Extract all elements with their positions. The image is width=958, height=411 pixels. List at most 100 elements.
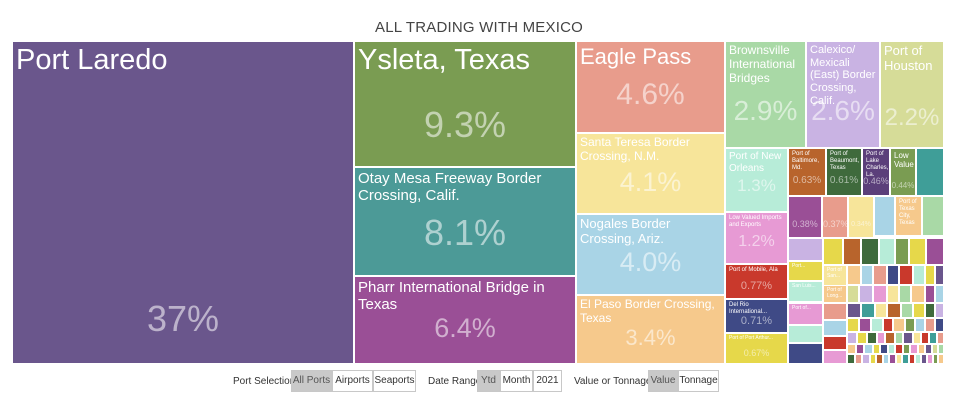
treemap-small-tile[interactable]	[874, 196, 895, 236]
treemap-small-tile[interactable]	[862, 354, 870, 364]
treemap-small-tile[interactable]	[922, 196, 944, 236]
tonnage-button[interactable]: Tonnage	[678, 370, 719, 392]
treemap-small-tile[interactable]	[887, 285, 899, 303]
treemap-small-tile[interactable]	[925, 303, 935, 318]
treemap-small-tile[interactable]	[925, 318, 935, 332]
treemap-small-tile[interactable]	[935, 265, 944, 285]
treemap-small-tile[interactable]	[788, 238, 823, 261]
treemap-small-tile[interactable]	[901, 303, 913, 318]
treemap-small-tile[interactable]	[870, 354, 876, 364]
treemap-small-tile[interactable]	[847, 285, 859, 303]
treemap-small-tile[interactable]	[885, 332, 895, 344]
treemap-small-tile[interactable]	[864, 344, 873, 354]
treemap-tile[interactable]: Brownsville International Bridges 2.9%	[725, 41, 806, 148]
treemap-small-tile[interactable]	[875, 303, 887, 318]
treemap-small-tile[interactable]	[883, 354, 889, 364]
treemap-small-tile[interactable]	[921, 332, 929, 344]
treemap-small-tile[interactable]	[915, 354, 921, 364]
treemap-small-tile[interactable]	[937, 332, 944, 344]
treemap-small-tile[interactable]	[847, 354, 855, 364]
treemap-small-tile[interactable]	[932, 344, 938, 354]
treemap-small-tile[interactable]	[921, 354, 927, 364]
treemap-small-tile[interactable]	[909, 354, 915, 364]
treemap-small-tile[interactable]	[925, 265, 935, 285]
treemap-small-tile[interactable]	[925, 344, 932, 354]
treemap-small-tile[interactable]	[843, 238, 861, 265]
treemap-small-tile[interactable]	[913, 332, 921, 344]
treemap-small-tile[interactable]	[788, 343, 823, 364]
airports-button[interactable]: Airports	[332, 370, 373, 392]
treemap-small-tile[interactable]	[879, 238, 895, 265]
treemap-small-tile[interactable]	[935, 303, 944, 318]
treemap-small-tile[interactable]	[935, 285, 944, 303]
treemap-small-tile[interactable]	[861, 303, 875, 318]
treemap-small-tile[interactable]	[915, 318, 925, 332]
treemap-tile[interactable]: Port of Beaumont, Texas 0.61%	[826, 148, 862, 196]
treemap-small-tile[interactable]	[823, 336, 847, 350]
treemap-small-tile[interactable]	[859, 285, 873, 303]
treemap-tile[interactable]: El Paso Border Crossing, Texas 3.4%	[576, 295, 725, 364]
treemap-small-tile[interactable]	[867, 332, 877, 344]
treemap-small-tile[interactable]	[873, 265, 887, 285]
treemap-small-tile[interactable]	[909, 238, 926, 265]
treemap-small-tile[interactable]	[899, 265, 913, 285]
treemap-small-tile[interactable]	[925, 285, 935, 303]
treemap-small-tile[interactable]	[938, 344, 944, 354]
treemap-small-tile[interactable]	[883, 318, 893, 332]
treemap-small-tile[interactable]	[876, 354, 883, 364]
treemap-small-tile[interactable]	[847, 344, 856, 354]
treemap-small-tile[interactable]	[895, 332, 903, 344]
treemap-tile[interactable]: Port of Long...	[823, 285, 847, 303]
treemap-small-tile[interactable]	[935, 318, 944, 332]
treemap-small-tile[interactable]	[916, 148, 944, 196]
treemap-tile[interactable]: Santa Teresa Border Crossing, N.M. 4.1%	[576, 133, 725, 214]
treemap-tile[interactable]: Port...	[788, 261, 823, 281]
treemap-tile[interactable]: Port of Houston 2.2%	[880, 41, 944, 148]
treemap-small-tile[interactable]	[903, 344, 910, 354]
treemap-small-tile[interactable]	[847, 318, 859, 332]
seaports-button[interactable]: Seaports	[373, 370, 416, 392]
treemap-small-tile[interactable]	[933, 354, 938, 364]
treemap-small-tile[interactable]	[893, 318, 905, 332]
treemap-small-tile[interactable]	[861, 238, 879, 265]
treemap-small-tile[interactable]	[902, 354, 909, 364]
treemap-tile[interactable]: Port of Lake Charles, La. 0.46%	[862, 148, 890, 196]
treemap-tile[interactable]: Port of New Orleans 1.3%	[725, 148, 788, 212]
treemap-small-tile[interactable]	[855, 354, 862, 364]
month-button[interactable]: Month	[500, 370, 533, 392]
treemap-small-tile[interactable]	[847, 332, 857, 344]
treemap-small-tile[interactable]	[905, 318, 915, 332]
treemap-tile[interactable]: Port Laredo 37%	[12, 41, 354, 364]
treemap-small-tile[interactable]	[911, 285, 925, 303]
treemap-small-tile[interactable]	[856, 344, 864, 354]
treemap-small-tile[interactable]	[903, 332, 913, 344]
treemap-small-tile[interactable]	[877, 332, 885, 344]
treemap-small-tile[interactable]	[910, 344, 918, 354]
treemap-small-tile[interactable]	[927, 354, 933, 364]
treemap-small-tile[interactable]	[926, 238, 944, 265]
treemap-small-tile[interactable]	[938, 354, 944, 364]
treemap-small-tile[interactable]	[895, 344, 903, 354]
treemap-tile[interactable]: Low Valued Imports and Exports 1.2%	[725, 212, 788, 264]
all-ports-button[interactable]: All Ports	[291, 370, 332, 392]
treemap-small-tile[interactable]	[859, 318, 871, 332]
value-button[interactable]: Value	[648, 370, 678, 392]
treemap-small-tile[interactable]	[823, 303, 847, 320]
treemap-small-tile[interactable]	[887, 265, 899, 285]
year-2021-button[interactable]: 2021	[533, 370, 562, 392]
treemap-small-tile[interactable]	[847, 265, 861, 285]
treemap-tile[interactable]: Del Rio International... 0.71%	[725, 299, 788, 333]
treemap-tile[interactable]: Ysleta, Texas 9.3%	[354, 41, 576, 167]
treemap-tile[interactable]: Otay Mesa Freeway Border Crossing, Calif…	[354, 167, 576, 276]
treemap-tile[interactable]: Port of...	[788, 303, 823, 325]
treemap-tile[interactable]: 0.38%	[788, 196, 822, 238]
treemap-small-tile[interactable]	[871, 318, 883, 332]
treemap-small-tile[interactable]	[880, 344, 888, 354]
treemap-tile[interactable]: Low Value 0.44%	[890, 148, 916, 196]
treemap-small-tile[interactable]	[823, 238, 843, 265]
treemap-small-tile[interactable]	[896, 354, 902, 364]
treemap-small-tile[interactable]	[913, 303, 925, 318]
treemap-chart[interactable]: Port Laredo 37% Ysleta, Texas 9.3% Otay Mesa…	[12, 41, 944, 364]
treemap-small-tile[interactable]	[913, 265, 925, 285]
treemap-tile[interactable]: Port of Port Arthur... 0.67%	[725, 333, 788, 364]
